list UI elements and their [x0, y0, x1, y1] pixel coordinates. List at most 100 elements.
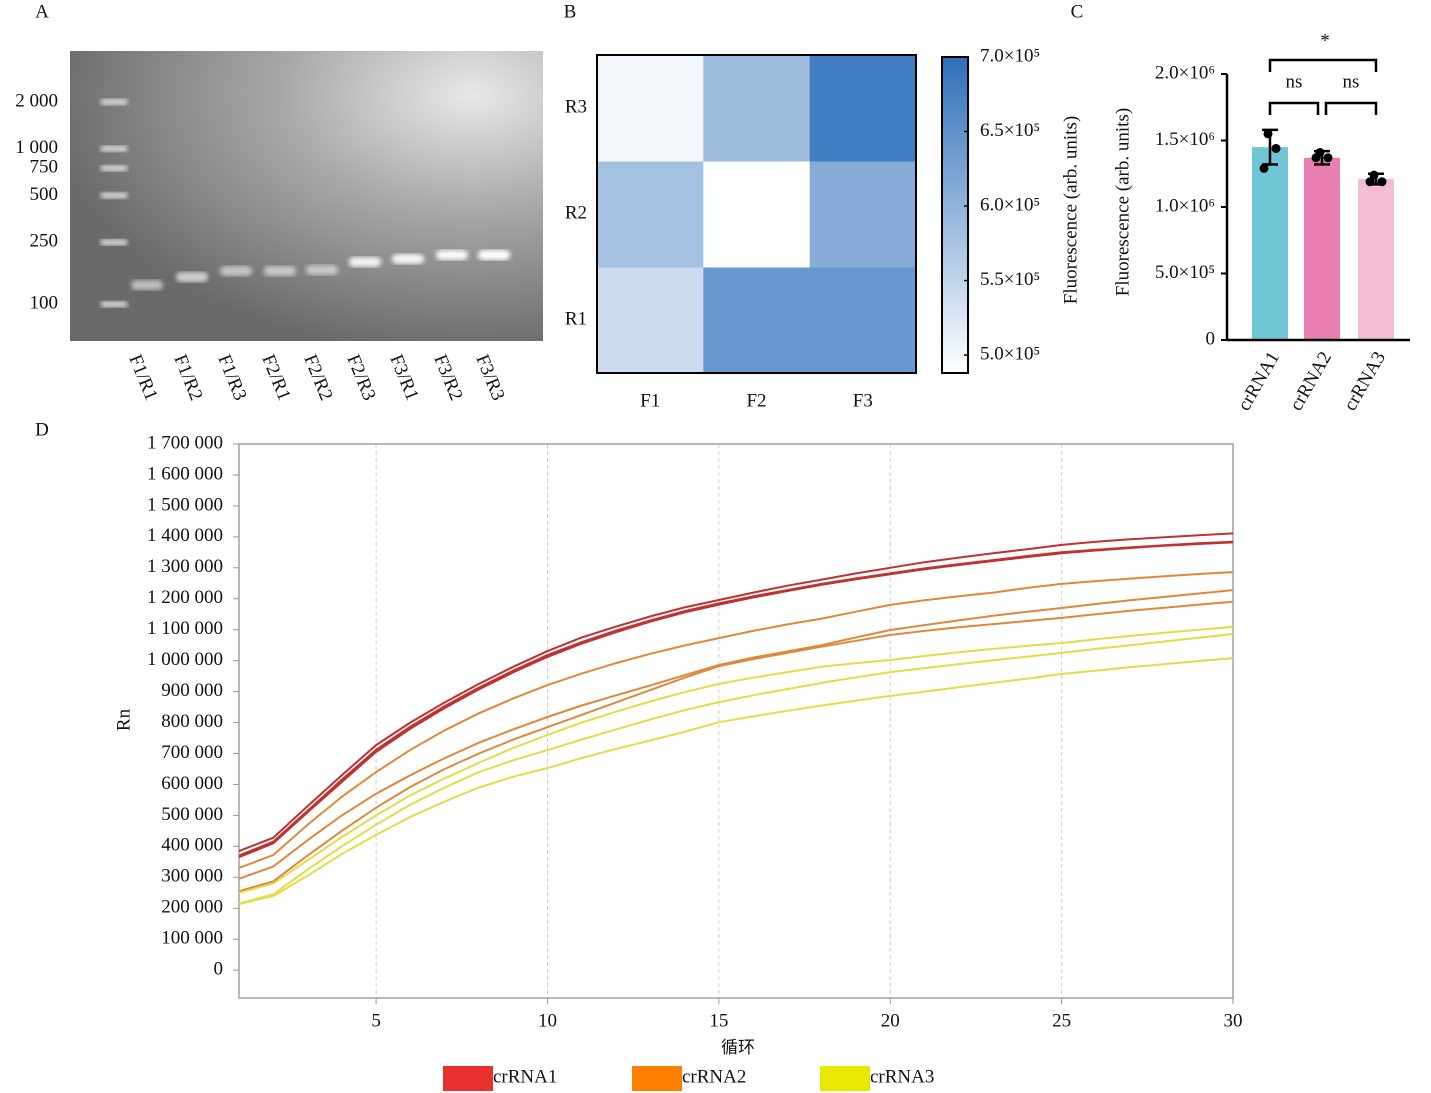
y-axis-label: Fluorescence (arb. units) [1112, 108, 1133, 296]
y-tick-label: 900 000 [161, 680, 223, 701]
lane-label: F1/R1 [124, 352, 161, 404]
line-series [238, 657, 1234, 906]
lane-label: F2/R1 [257, 352, 294, 404]
line-series [238, 633, 1234, 905]
data-point [1263, 129, 1273, 139]
y-tick-label: 1.0×10⁶ [1155, 195, 1215, 216]
y-tick-label: 1 400 000 [147, 525, 223, 546]
y-tick-label: 1 200 000 [147, 587, 223, 608]
colorbar [941, 56, 969, 374]
y-tick-label: R3 [565, 96, 587, 117]
data-point [1377, 177, 1387, 187]
panel-letter: C [1071, 1, 1084, 22]
colorbar-tick-label: 7.0×10⁵ [980, 45, 1040, 66]
gel-band [392, 254, 424, 264]
y-tick-label: 0 [1206, 328, 1216, 349]
ladder-band [101, 165, 127, 172]
significance-bracket [1268, 101, 1320, 115]
y-tick-label: 100 000 [161, 928, 223, 949]
data-point [1271, 143, 1281, 153]
y-tick-label: 500 000 [161, 804, 223, 825]
y-tick-label: 250 [30, 231, 59, 252]
y-tick-label: 500 [30, 184, 59, 205]
data-point [1323, 153, 1333, 163]
y-tick-label: 750 [30, 157, 59, 178]
colorbar-label: Fluorescence (arb. units) [1060, 116, 1081, 304]
ladder-band [101, 145, 127, 152]
x-tick-label: 20 [881, 1010, 900, 1031]
line-series [238, 589, 1234, 880]
heat-cell [597, 55, 704, 162]
y-tick-label: 100 [30, 293, 59, 314]
colorbar-tick-label: 6.0×10⁵ [980, 194, 1040, 215]
y-tick-label: 1 000 000 [147, 649, 223, 670]
gel-band [220, 266, 252, 276]
y-tick-label: R1 [565, 308, 587, 329]
legend-label: crRNA1 [493, 1066, 557, 1087]
significance-label: ns [1286, 71, 1303, 92]
lane-label: F3/R3 [471, 352, 508, 404]
y-tick-label: 1 600 000 [147, 463, 223, 484]
y-tick-label: 2 000 [15, 90, 58, 111]
data-point [1311, 153, 1321, 163]
data-point [1259, 163, 1269, 173]
y-tick-label: 200 000 [161, 897, 223, 918]
lane-label: F3/R1 [385, 352, 422, 404]
gel-band [436, 250, 468, 260]
x-tick-label: 15 [709, 1010, 728, 1031]
heat-cell [597, 161, 704, 268]
heat-cell [597, 267, 704, 374]
ladder-band [101, 98, 127, 105]
y-tick-label: 2.0×10⁶ [1155, 62, 1215, 83]
legend-swatch [632, 1066, 682, 1091]
line-series [238, 532, 1234, 852]
lane-label: F2/R3 [342, 352, 379, 404]
y-tick-label: 600 000 [161, 773, 223, 794]
ladder-band [101, 301, 127, 308]
significance-bracket [1268, 58, 1378, 72]
ladder-band [101, 192, 127, 199]
line-series [238, 600, 1234, 893]
line-series [238, 541, 1234, 859]
data-point [1365, 177, 1375, 187]
heat-cell [809, 267, 917, 374]
y-tick-label: 700 000 [161, 742, 223, 763]
x-tick-label: F1 [640, 390, 660, 411]
y-tick-label: 800 000 [161, 711, 223, 732]
y-tick-label: 1 700 000 [147, 432, 223, 453]
x-tick-label: 5 [371, 1010, 381, 1031]
heatmap-frame [596, 54, 917, 374]
data-point [1369, 170, 1379, 180]
x-tick-label: crRNA2 [1286, 348, 1336, 414]
legend-label: crRNA2 [682, 1066, 746, 1087]
significance-bracket [1324, 101, 1378, 115]
significance-label: ns [1343, 71, 1360, 92]
colorbar-tick-label: 6.5×10⁵ [980, 120, 1040, 141]
legend-swatch [443, 1066, 493, 1091]
y-tick-label: 0 [214, 959, 224, 980]
gel-band [131, 280, 163, 290]
gel-band [478, 250, 510, 260]
x-tick-label: crRNA1 [1234, 348, 1284, 414]
y-tick-label: 1 000 [15, 137, 58, 158]
lane-label: F1/R2 [169, 352, 206, 404]
gel-image [70, 51, 543, 341]
y-tick-label: 1 300 000 [147, 556, 223, 577]
significance-label: * [1320, 30, 1330, 51]
x-tick-label: 10 [538, 1010, 557, 1031]
gel-band [264, 266, 296, 276]
y-tick-label: 5.0×10⁵ [1155, 262, 1215, 283]
bar [1358, 179, 1394, 340]
y-axis-label: Rn [113, 708, 134, 731]
x-tick-label: crRNA3 [1340, 348, 1390, 414]
heat-cell [809, 55, 917, 162]
x-tick-label: F2 [746, 390, 766, 411]
x-tick-label: 25 [1052, 1010, 1071, 1031]
line-series [238, 625, 1234, 894]
x-tick-label: 30 [1224, 1010, 1243, 1031]
x-tick-label: F3 [853, 390, 873, 411]
legend-swatch [820, 1066, 870, 1091]
y-tick-label: R2 [565, 202, 587, 223]
line-series [238, 571, 1234, 869]
y-tick-label: 300 000 [161, 866, 223, 887]
